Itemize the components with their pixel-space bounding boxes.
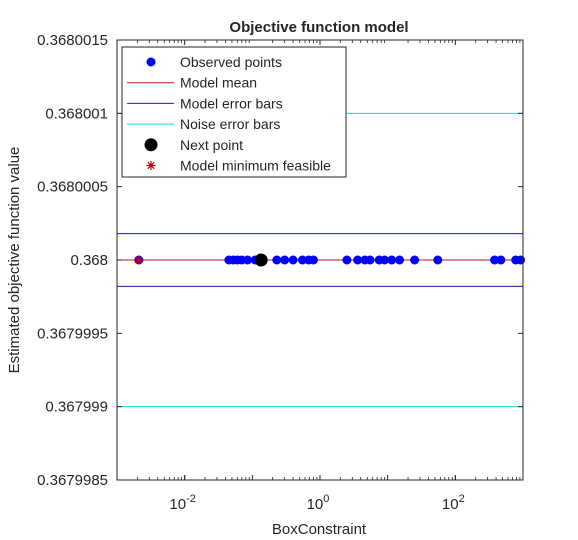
x-tick-label-2: 102 bbox=[442, 493, 465, 513]
legend-label-2: Model error bars bbox=[180, 95, 283, 111]
minimum-feasible-marker-0 bbox=[134, 255, 144, 265]
observed-point-20 bbox=[395, 255, 405, 265]
legend-label-4: Next point bbox=[180, 137, 243, 153]
y-tick-label-3: 0.368 bbox=[70, 252, 108, 269]
chart-title: Objective function model bbox=[229, 19, 408, 36]
series-layer bbox=[117, 112, 526, 408]
observed-point-18 bbox=[380, 255, 390, 265]
legend-marker-0 bbox=[146, 57, 156, 67]
observed-point-21 bbox=[410, 255, 420, 265]
y-tick-label-1: 0.367999 bbox=[45, 399, 108, 416]
next-point-0 bbox=[254, 253, 268, 267]
legend-entry-5: Model minimum feasible bbox=[146, 158, 331, 174]
legend-label-3: Noise error bars bbox=[180, 116, 280, 132]
legend-marker-5 bbox=[146, 161, 156, 170]
observed-point-22 bbox=[433, 255, 443, 265]
x-tick-label-0: 10-2 bbox=[169, 493, 195, 513]
observed-point-19 bbox=[387, 255, 397, 265]
legend-label-5: Model minimum feasible bbox=[180, 158, 331, 174]
observed-point-13 bbox=[342, 255, 352, 265]
y-tick-label-4: 0.3680005 bbox=[37, 179, 108, 196]
y-tick-label-2: 0.3679995 bbox=[37, 325, 108, 342]
axes-layer: 0.3679985 0.367999 0.3679995 0.368 0.3680005… bbox=[37, 32, 524, 513]
observed-point-10 bbox=[297, 255, 307, 265]
observed-point-16 bbox=[365, 255, 375, 265]
legend-entry-3: Noise error bars bbox=[127, 116, 280, 132]
legend-box bbox=[121, 46, 347, 178]
y-tick-label-5: 0.368001 bbox=[45, 105, 108, 122]
legend-entry-1: Model mean bbox=[127, 75, 257, 91]
y-axis-label: Estimated objective function value bbox=[6, 147, 23, 374]
x-axis-label: BoxConstraint bbox=[272, 521, 367, 538]
observed-point-12 bbox=[308, 255, 318, 265]
observed-point-24 bbox=[496, 255, 506, 265]
legend-label-0: Observed points bbox=[180, 54, 282, 70]
legend-entry-0: Observed points bbox=[146, 54, 282, 70]
legend-entry-2: Model error bars bbox=[127, 95, 283, 111]
x-tick-label-1: 100 bbox=[307, 493, 330, 513]
legend-entry-4: Next point bbox=[144, 137, 243, 153]
observed-point-14 bbox=[353, 255, 363, 265]
legend-marker-4 bbox=[144, 138, 158, 152]
legend: Observed points Model mean Model error bar… bbox=[121, 46, 347, 178]
y-tick-label-0: 0.3679985 bbox=[37, 472, 108, 489]
observed-point-9 bbox=[288, 255, 298, 265]
legend-label-1: Model mean bbox=[180, 75, 257, 91]
y-tick-label-6: 0.3680015 bbox=[37, 32, 108, 49]
observed-point-5 bbox=[243, 255, 253, 265]
observed-point-7 bbox=[272, 255, 282, 265]
observed-point-23 bbox=[490, 255, 500, 265]
observed-point-8 bbox=[280, 255, 290, 265]
